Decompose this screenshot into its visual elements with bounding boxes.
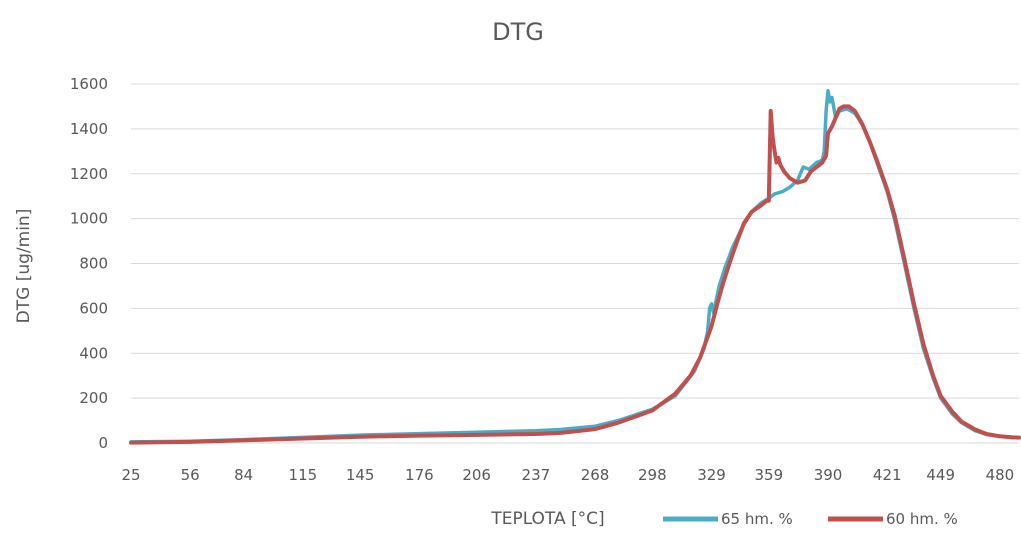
y-tick-label: 0 — [98, 434, 108, 452]
chart-title: DTG — [492, 18, 544, 46]
y-tick-label: 600 — [79, 299, 108, 317]
x-tick-label: 56 — [181, 466, 200, 484]
y-tick-label: 400 — [79, 344, 108, 362]
legend: 65 hm. % 60 hm. % — [663, 510, 958, 528]
x-tick-label: 115 — [289, 466, 318, 484]
x-tick-label: 25 — [121, 466, 140, 484]
x-axis-title: TEPLOTA [°C] — [490, 509, 604, 529]
x-tick-label: 237 — [522, 466, 551, 484]
series-line-2 — [129, 104, 1021, 445]
series-line-1 — [129, 88, 1021, 444]
y-tick-label: 1000 — [70, 210, 108, 228]
y-tick-label: 1200 — [70, 165, 108, 183]
y-tick-label: 800 — [79, 255, 108, 273]
y-tick-label: 1600 — [70, 75, 108, 93]
x-tick-label: 268 — [581, 466, 610, 484]
x-tick-label: 298 — [638, 466, 667, 484]
series-lines — [129, 88, 1021, 445]
x-tick-label: 329 — [697, 466, 726, 484]
x-tick-label: 359 — [755, 466, 784, 484]
legend-label-1: 65 hm. % — [721, 510, 793, 528]
y-tick-label: 200 — [79, 389, 108, 407]
x-tick-label: 84 — [234, 466, 253, 484]
y-tick-label: 1400 — [70, 120, 108, 138]
gridlines — [131, 83, 1019, 399]
x-tick-label: 390 — [814, 466, 843, 484]
x-tick-label: 421 — [873, 466, 902, 484]
legend-label-2: 60 hm. % — [886, 510, 958, 528]
x-tick-label: 176 — [405, 466, 434, 484]
x-tick-label: 206 — [462, 466, 491, 484]
x-tick-label: 480 — [986, 466, 1015, 484]
x-axis-ticks: 25 56 84 115 145 176 206 237 268 298 329 359 390 421 4… — [121, 466, 1014, 484]
x-tick-label: 449 — [926, 466, 955, 484]
y-axis-title: DTG [ug/min] — [14, 209, 34, 324]
y-axis-ticks: 0 200 400 600 800 1000 1200 1400 1600 — [70, 75, 108, 452]
x-tick-label: 145 — [346, 466, 375, 484]
